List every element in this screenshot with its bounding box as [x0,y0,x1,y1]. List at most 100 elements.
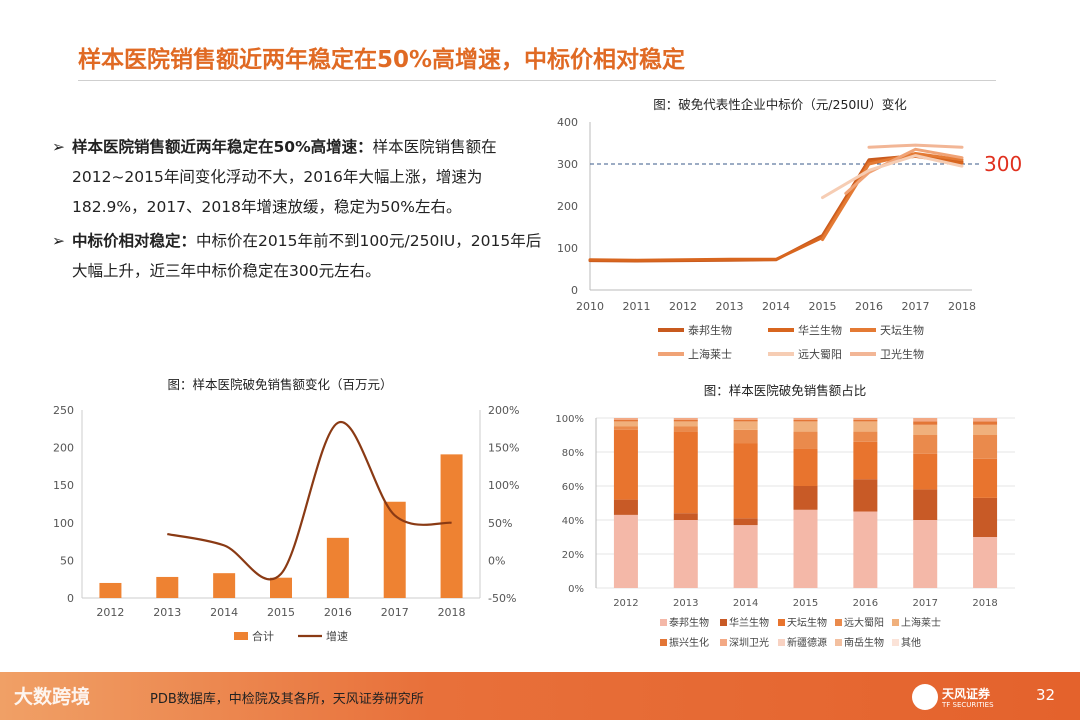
stack-segment [913,421,938,425]
series-line [588,154,964,263]
slide-title: 样本医院销售额近两年稳定在50%高增速，中标价相对稳定 [78,47,686,73]
legend-label: 新疆德源 [787,636,827,649]
bullet-item: ➢ 样本医院销售额近两年稳定在50%高增速：样本医院销售额在2012~2015年… [52,132,547,222]
bar [440,454,463,598]
stack-segment [673,520,698,588]
x-tick-label: 2016 [853,598,878,609]
stack-segment [673,426,698,432]
bar [326,537,349,598]
legend-label: 华兰生物 [729,616,769,629]
x-tick-label: 2016 [855,300,883,313]
bullet-heading: 中标价相对稳定： [72,232,197,250]
company-logo: 天风证券 TF SECURITIES [912,680,1004,714]
y-tick-label: 400 [557,116,578,129]
stack-segment [673,513,698,520]
stack-segment [973,537,998,588]
price-line-chart: 0 100 200 300 400 2010 2011 2012 2013 2014 2015 201… [557,116,1022,361]
y2-tick-label: 0% [488,554,505,567]
bar [383,501,406,598]
stack-segment [853,511,878,588]
stack-segment [853,419,878,422]
logo-text: 天风证券 [942,687,991,701]
legend-swatch [778,639,785,646]
bar [270,577,292,598]
page-number: 32 [1036,686,1056,704]
legend-label: 卫光生物 [880,347,924,361]
stack-segment [973,458,998,498]
y-tick-label: 50 [60,554,74,567]
logo-subtext: TF SECURITIES [942,701,994,709]
arrow-bullet-icon: ➢ [52,138,65,156]
stack-segment [733,418,758,420]
bullet-body: 样本医院销售额在2012~2015年间变化浮动不大，2016年大幅上涨，增速为1… [72,138,497,216]
x-tick-label: 2012 [96,606,124,619]
x-tick-label: 2017 [912,598,937,609]
sales-chart-title: 图：样本医院破免销售额变化（百万元） [167,377,393,392]
y-tick-label: 100 [53,517,74,530]
legend-swatch [660,639,667,646]
stack-segment [913,453,938,490]
legend-label: 远大蜀阳 [798,347,842,361]
sales-bar-chart: 0 50 100 150 200 250 -50% 0% 50% 100% 150% 200% 2012… [53,404,519,643]
stack-segment [853,418,878,420]
bullet-heading: 样本医院销售额近两年稳定在50%高增速： [72,138,373,156]
legend-label: 振兴生化 [669,636,709,649]
legend-label: 泰邦生物 [669,616,709,629]
y-tick-label: 100 [557,242,578,255]
stack-segment [793,431,818,449]
y-tick-label: 0 [67,592,74,605]
x-tick-label: 2013 [716,300,744,313]
legend-label: 远大蜀阳 [844,616,884,629]
stack-segment [913,424,938,435]
y-tick-label: 60% [562,482,584,493]
stack-segment [913,489,938,520]
x-tick-label: 2014 [733,598,758,609]
stack-segment [733,429,758,444]
stack-segment [733,419,758,422]
bar [213,573,236,598]
x-tick-label: 2014 [762,300,790,313]
share-chart-title: 图：样本医院破免销售额占比 [703,383,867,398]
legend-label: 上海莱士 [688,347,732,361]
x-tick-label: 2012 [613,598,638,609]
x-tick-label: 2011 [623,300,651,313]
y-tick-label: 0 [571,284,578,297]
arrow-bullet-icon: ➢ [52,232,65,250]
x-tick-label: 2015 [809,300,837,313]
y-tick-label: 80% [562,448,584,459]
stack-segment [673,421,698,427]
stack-segment [613,419,638,422]
series-line [844,147,964,195]
source-note: PDB数据库，中检院及其各所，天风证券研究所 [150,692,424,707]
stack-segment [973,418,998,422]
x-tick-label: 2015 [267,606,295,619]
legend-label: 天坛生物 [787,616,827,629]
y-tick-label: 250 [53,404,74,417]
y-tick-label: 0% [568,584,584,595]
x-tick-label: 2018 [438,606,466,619]
stack-segment [973,424,998,435]
x-tick-label: 2013 [673,598,698,609]
x-tick-label: 2014 [210,606,238,619]
bar [156,576,179,598]
legend-label: 深圳卫光 [729,636,769,649]
y-tick-label: 300 [557,158,578,171]
legend-label: 增速 [326,629,348,643]
stack-segment [793,418,818,420]
legend-swatch [720,619,727,626]
y-tick-label: 20% [562,550,584,561]
legend-swatch [835,639,842,646]
footer-bar: 大数跨境 PDB数据库，中检院及其各所，天风证券研究所 天风证券 TF SECU… [0,672,1080,720]
series-line [867,143,964,149]
legend-label: 合计 [252,629,274,643]
y-tick-label: 150 [53,479,74,492]
stack-segment [673,419,698,422]
x-tick-label: 2018 [948,300,976,313]
stack-segment [853,441,878,480]
x-tick-label: 2013 [153,606,181,619]
legend-label: 天坛生物 [880,323,924,337]
stack-segment [793,486,818,510]
legend-swatch [234,632,248,640]
y2-tick-label: 150% [488,442,519,455]
legend-label: 泰邦生物 [688,323,732,337]
